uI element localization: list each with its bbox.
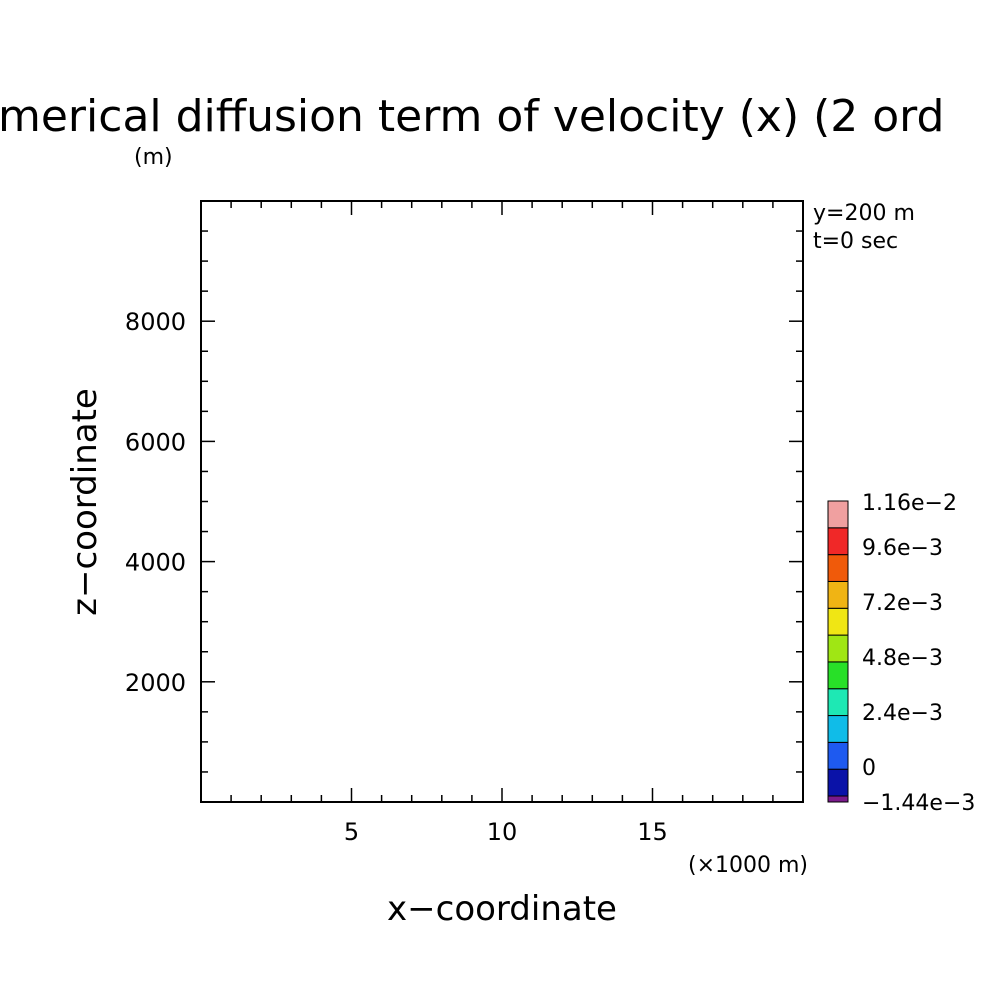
colorbar (827, 500, 849, 803)
colorbar-swatch (827, 795, 849, 803)
colorbar-swatch (827, 634, 849, 663)
colorbar-tick-label: 0 (862, 756, 876, 781)
colorbar-tick-label: −1.44e−3 (862, 791, 975, 816)
colorbar-swatch (827, 715, 849, 743)
colorbar-swatch (827, 500, 849, 529)
colorbar-swatch (827, 554, 849, 582)
y-axis-label: z−coordinate (65, 388, 105, 616)
colorbar-tick-label: 7.2e−3 (862, 591, 943, 616)
y-tick-label: 6000 (125, 428, 186, 456)
x-unit-label: (×1000 m) (688, 853, 808, 878)
colorbar-tick-label: 2.4e−3 (862, 701, 943, 726)
colorbar-tick-label: 4.8e−3 (862, 646, 943, 671)
colorbar-swatch (827, 688, 849, 717)
colorbar-swatch (827, 580, 849, 609)
colorbar-swatch (827, 607, 849, 636)
y-unit-label: (m) (134, 145, 173, 170)
y-tick-label: 2000 (125, 669, 186, 697)
chart-title: merical diffusion term of velocity (x) (… (0, 91, 944, 142)
colorbar-swatch (827, 768, 849, 797)
annotation-y: y=200 m (813, 201, 915, 226)
colorbar-swatch (827, 741, 849, 770)
x-tick-label: 10 (487, 818, 518, 846)
axis-tick-labels: 5 10 15 2000 4000 6000 8000 (125, 308, 668, 846)
annotation-t: t=0 sec (813, 229, 898, 254)
x-axis-label: x−coordinate (387, 889, 617, 929)
x-tick-label: 15 (637, 818, 668, 846)
colorbar-swatch (827, 527, 849, 556)
y-tick-label: 4000 (125, 549, 186, 577)
axis-ticks (201, 201, 803, 802)
colorbar-labels: 1.16e−2 9.6e−3 7.2e−3 4.8e−3 2.4e−3 0 −1.44e−3 (862, 491, 975, 816)
x-tick-label: 5 (344, 818, 359, 846)
colorbar-swatch (827, 661, 849, 690)
y-tick-label: 8000 (125, 308, 186, 336)
colorbar-tick-label: 9.6e−3 (862, 536, 943, 561)
plot-area (200, 200, 804, 803)
colorbar-tick-label: 1.16e−2 (862, 491, 957, 516)
